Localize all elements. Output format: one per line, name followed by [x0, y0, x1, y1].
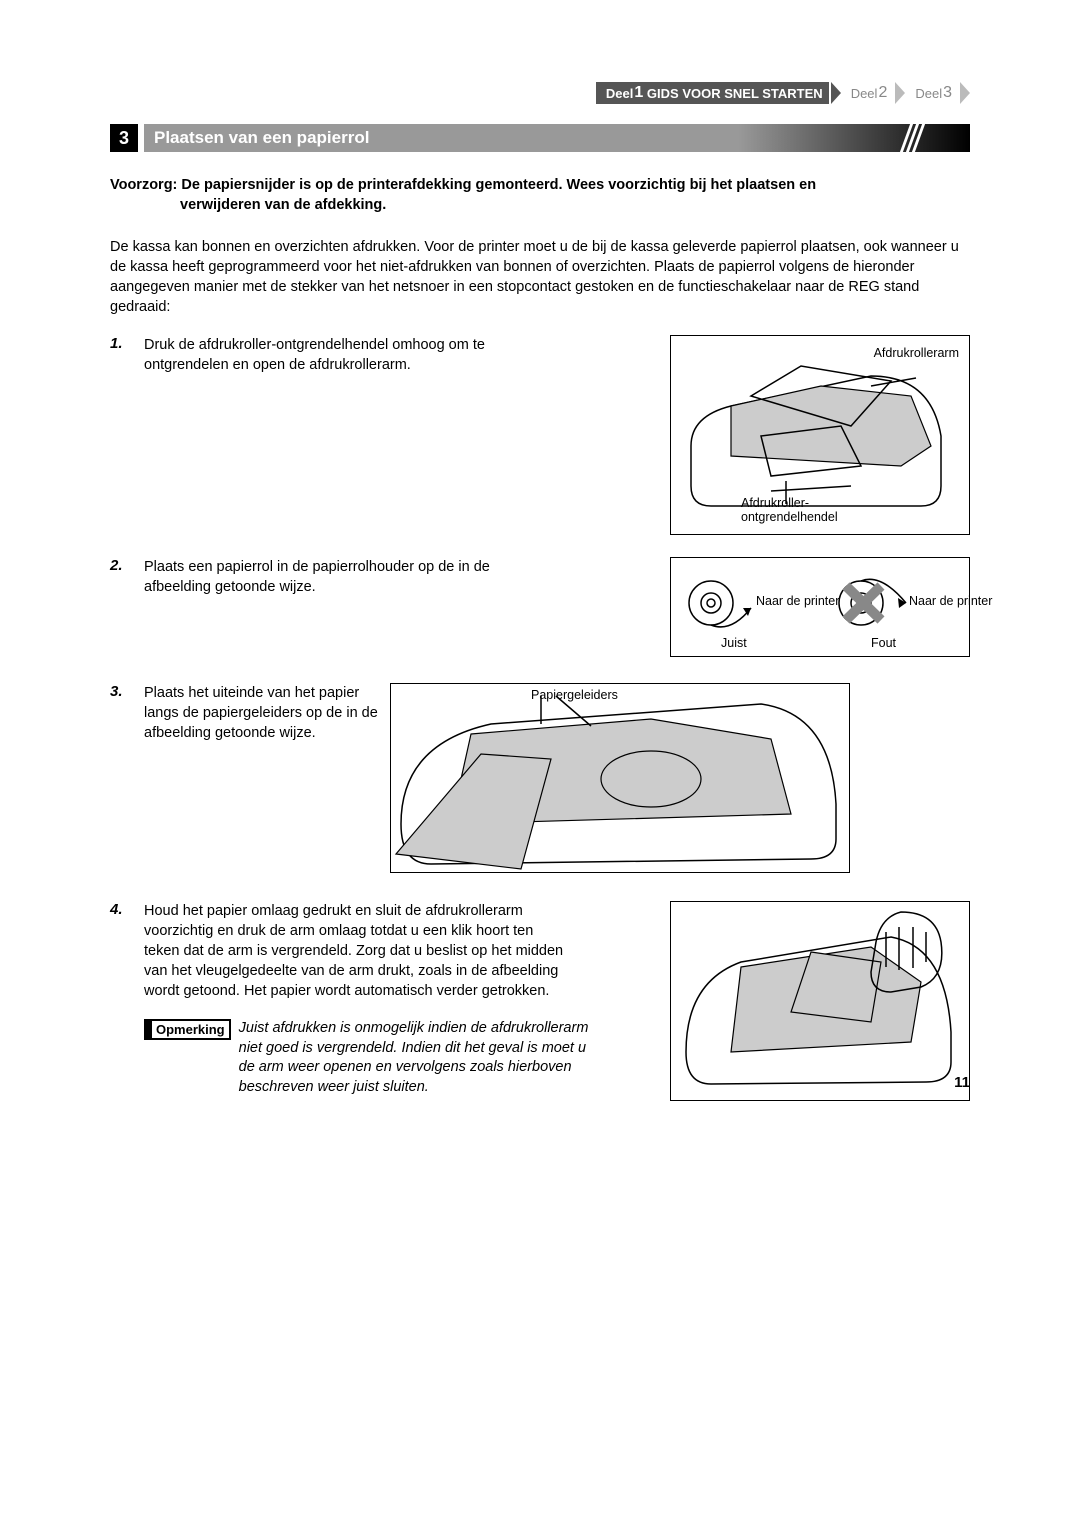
step-3: 3. Plaats het uiteinde van het papier la…	[110, 683, 970, 873]
breadcrumb: Deel 1 GIDS VOOR SNEL STARTEN Deel 2 Dee…	[596, 82, 970, 104]
fig2-wrong: Fout	[871, 636, 896, 650]
breadcrumb-arrow-2	[895, 82, 905, 104]
breadcrumb-deel-label-2: Deel	[851, 86, 878, 101]
step-2: 2. Plaats een papierrol in de papierrolh…	[110, 557, 970, 657]
breadcrumb-part1-num: 1	[634, 84, 643, 102]
intro-paragraph: De kassa kan bonnen en overzichten afdru…	[110, 237, 970, 317]
step-2-text: Plaats een papierrol in de papierrolhoud…	[144, 557, 524, 597]
step-1: 1. Druk de afdrukroller-ontgrendelhendel…	[110, 335, 970, 535]
section-title: Plaatsen van een papierrol	[154, 128, 369, 148]
breadcrumb-part1-title: GIDS VOOR SNEL STARTEN	[647, 86, 823, 101]
step-3-figure: Papiergeleiders	[390, 683, 970, 873]
step-1-text: Druk de afdrukroller-ontgrendelhendel om…	[144, 335, 524, 375]
steps-list: 1. Druk de afdrukroller-ontgrendelhendel…	[110, 335, 970, 1101]
fig1-label-arm: Afdrukrollerarm	[874, 346, 959, 360]
step-1-num: 1.	[110, 335, 134, 375]
breadcrumb-part3-num: 3	[943, 84, 952, 102]
fig3-label-guides: Papiergeleiders	[531, 688, 618, 702]
header-stripes-icon	[905, 124, 920, 152]
breadcrumb-part2: Deel 2	[841, 82, 894, 104]
breadcrumb-deel-label: Deel	[606, 86, 633, 101]
fig2-toprinter-1: Naar de printer	[756, 594, 839, 608]
step-2-num: 2.	[110, 557, 134, 597]
note-text: Juist afdrukken is onmogelijk indien de …	[239, 1019, 599, 1097]
step-4: 4. Houd het papier omlaag gedrukt en slu…	[110, 901, 970, 1101]
fig2-correct: Juist	[721, 636, 747, 650]
section-number: 3	[110, 124, 138, 152]
caution-text: Voorzorg: De papiersnijder is op de prin…	[110, 176, 970, 215]
section-header: 3 Plaatsen van een papierrol	[110, 124, 970, 152]
step-4-text: Houd het papier omlaag gedrukt en sluit …	[144, 901, 564, 1001]
note-badge: Opmerking	[144, 1019, 231, 1040]
breadcrumb-part2-num: 2	[878, 84, 887, 102]
step-3-num: 3.	[110, 683, 134, 743]
step-2-figure: Naar de printer Naar de printer Juist Fo…	[670, 557, 970, 657]
breadcrumb-arrow-3	[960, 82, 970, 104]
breadcrumb-deel-label-3: Deel	[915, 86, 942, 101]
breadcrumb-arrow-1	[831, 82, 841, 104]
caution-line1: Voorzorg: De papiersnijder is op de prin…	[110, 177, 816, 193]
breadcrumb-part3: Deel 3	[905, 82, 958, 104]
page-number: 11	[954, 1074, 970, 1091]
step-1-figure: Afdrukrollerarm Afdrukroller- ontgrendel…	[670, 335, 970, 535]
breadcrumb-part1: Deel 1 GIDS VOOR SNEL STARTEN	[596, 82, 829, 104]
section-title-box: Plaatsen van een papierrol	[144, 124, 970, 152]
step-4-figure	[670, 901, 970, 1101]
caution-line2: verwijderen van de afdekking.	[110, 196, 970, 216]
step-3-text: Plaats het uiteinde van het papier langs…	[144, 683, 380, 743]
fig2-toprinter-2: Naar de printer	[909, 594, 992, 608]
note-row: Opmerking Juist afdrukken is onmogelijk …	[144, 1019, 660, 1097]
step-4-num: 4.	[110, 901, 134, 1097]
fig1-label-lever: Afdrukroller- ontgrendelhendel	[741, 496, 838, 524]
